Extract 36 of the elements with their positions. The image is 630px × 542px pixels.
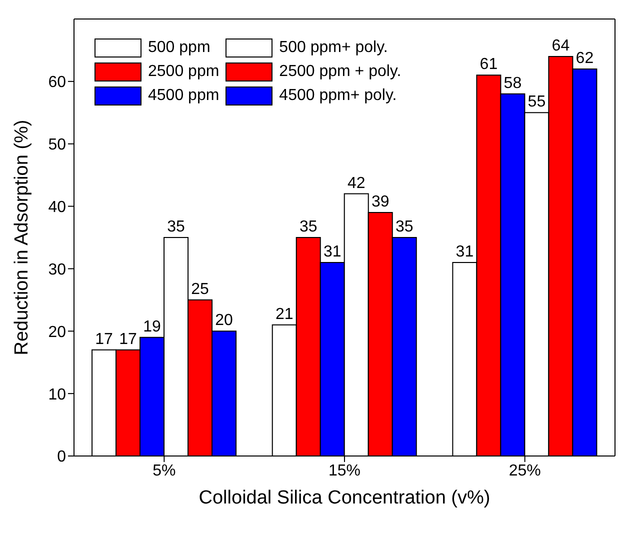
legend-label: 500 ppm+ poly. [279,39,388,57]
data-label: 31 [323,243,342,260]
data-label: 25 [191,280,210,298]
x-tick-label: 15% [328,462,361,480]
x-tick-label: 5% [152,462,176,480]
data-label: 64 [552,37,570,54]
y-tick-label: 60 [48,74,66,92]
y-axis-title: Reduction in Adsorption (%) [12,120,32,356]
legend-label: 4500 ppm [148,87,220,105]
data-label: 19 [143,318,162,336]
data-label: 58 [504,74,522,92]
data-label: 35 [299,218,318,236]
y-tick-label: 0 [57,448,66,466]
y-tick-label: 50 [48,136,66,154]
y-tick-label: 30 [48,261,66,278]
data-label: 31 [456,243,474,260]
data-label: 35 [167,218,186,236]
legend-label: 500 ppm [148,39,210,57]
data-label: 35 [395,218,414,236]
y-tick-label: 10 [48,386,66,404]
y-tick-label: 40 [48,198,66,216]
data-label: 42 [347,174,366,192]
data-label: 17 [119,330,138,348]
legend-label: 2500 ppm [148,63,220,81]
y-tick-label: 20 [48,324,66,341]
data-label: 62 [576,50,594,67]
data-label: 17 [95,330,114,348]
data-label: 21 [275,306,294,323]
data-label: 55 [528,94,546,111]
x-tick-label: 25% [508,462,541,480]
legend-label: 4500 ppm+ poly. [279,87,397,105]
x-axis-title: Colloidal Silica Concentration (v%) [198,487,490,508]
data-label: 39 [371,194,390,211]
legend-label: 2500 ppm + poly. [279,63,402,81]
data-label: 20 [215,312,234,330]
data-label: 61 [480,56,498,74]
